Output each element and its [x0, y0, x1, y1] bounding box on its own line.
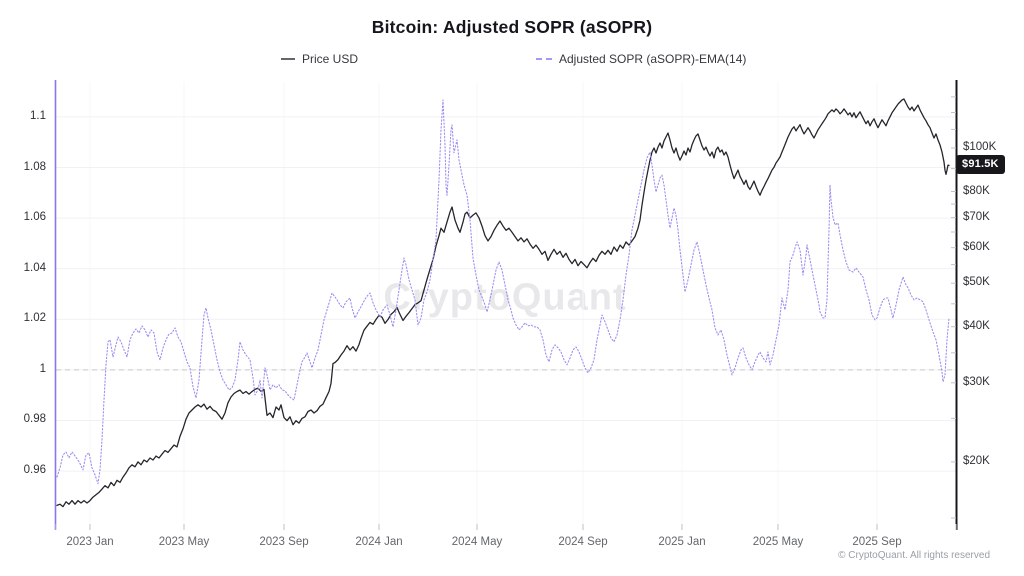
right-axis-label: $80K [963, 184, 990, 197]
right-axis-label: $20K [963, 454, 990, 467]
left-axis-label: 1.02 [23, 312, 46, 325]
left-axis-label: 1.04 [23, 261, 46, 274]
solid-line-icon [281, 58, 295, 60]
legend-label-price-usd: Price USD [302, 52, 359, 66]
legend-item-price-usd[interactable]: Price USD [281, 52, 358, 66]
page-title: Bitcoin: Adjusted SOPR (aSOPR) [371, 17, 653, 37]
legend-label-asopr-ema: Adjusted SOPR (aSOPR)-EMA(14) [559, 52, 747, 66]
right-axis-label: $100K [963, 141, 997, 154]
last-price-badge: $91.5K [956, 155, 1005, 175]
right-axis-label: $40K [963, 319, 990, 332]
left-axis-label: 0.98 [23, 413, 46, 426]
x-axis-label: 2023 Jan [66, 536, 114, 548]
left-axis-label: 1.08 [23, 160, 46, 173]
x-axis-label: 2023 Sep [259, 536, 309, 548]
x-axis-label: 2025 Sep [852, 536, 902, 548]
cryptoquant-watermark: CryptoQuant [383, 276, 627, 319]
left-axis-label: 1.1 [30, 109, 46, 122]
x-axis-label: 2025 May [752, 536, 804, 548]
x-axis-label: 2024 Jan [355, 536, 403, 548]
dashed-line-icon [536, 58, 552, 60]
x-axis-label: 2025 Jan [658, 536, 706, 548]
x-axis-label: 2024 Sep [558, 536, 608, 548]
right-axis-label: $50K [963, 276, 990, 289]
x-axis-label: 2023 May [158, 536, 210, 548]
right-axis-label: $30K [963, 375, 990, 388]
left-axis-label: 1.06 [23, 211, 46, 224]
x-axis-label: 2024 May [451, 536, 503, 548]
legend-item-asopr-ema[interactable]: Adjusted SOPR (aSOPR)-EMA(14) [536, 52, 746, 66]
left-axis-label: 0.96 [23, 464, 46, 477]
right-axis-label: $60K [963, 240, 990, 253]
copyright-text: © CryptoQuant. All rights reserved [838, 550, 990, 561]
right-axis-label: $70K [963, 210, 990, 223]
left-axis-label: 1 [39, 362, 46, 375]
